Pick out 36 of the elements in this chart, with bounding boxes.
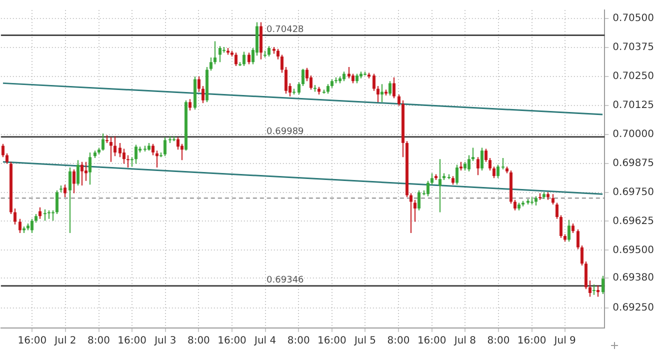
x-tick-label: 16:00 <box>417 336 446 347</box>
x-tick-label: Jul 5 <box>353 336 376 347</box>
candlestick <box>44 209 46 221</box>
y-tick-label: 0.69250 <box>612 302 654 314</box>
candlestick <box>502 158 504 170</box>
x-tick-label: 16:00 <box>18 336 47 347</box>
x-tick-label: Jul 3 <box>154 336 176 347</box>
y-tick-label: 0.70250 <box>612 71 654 82</box>
y-tick-label: 0.69625 <box>612 216 654 227</box>
x-tick-label: 16:00 <box>517 336 546 347</box>
x-tick-label: 16:00 <box>118 336 146 347</box>
x-tick-label: Jul 2 <box>54 336 76 347</box>
ref-line-label: 0.69346 <box>266 276 304 286</box>
y-tick-label: 0.69750 <box>612 186 654 198</box>
candlestick <box>126 155 130 168</box>
x-tick-label: 8:00 <box>387 336 410 347</box>
x-tick-label: 8:00 <box>287 336 310 347</box>
y-tick-label: 0.70500 <box>612 13 654 24</box>
x-tick-label: Jul 9 <box>553 336 576 347</box>
x-tick-label: 16:00 <box>318 336 346 347</box>
x-tick-label: Jul 8 <box>453 336 476 347</box>
y-tick-label: 0.69875 <box>612 158 654 169</box>
x-tick-label: 8:00 <box>88 336 110 347</box>
y-tick-label: 0.69500 <box>612 244 654 256</box>
x-tick-label: 8:00 <box>487 336 510 347</box>
ref-line-label: 0.69989 <box>266 126 304 137</box>
x-tick-label: 8:00 <box>187 336 210 347</box>
y-tick-label: 0.70125 <box>612 100 654 112</box>
x-tick-label: 16:00 <box>218 336 246 347</box>
candlestick <box>52 210 54 221</box>
x-tick-label: Jul 4 <box>254 336 276 347</box>
ref-line-label: 0.70428 <box>266 25 304 36</box>
y-tick-label: 0.70375 <box>612 42 654 54</box>
y-tick-label: 0.70000 <box>612 128 654 140</box>
y-tick-label: 0.69380 <box>612 272 654 284</box>
candlestick <box>592 284 596 295</box>
